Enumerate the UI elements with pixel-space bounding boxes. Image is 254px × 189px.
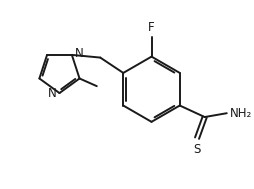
Text: F: F (148, 21, 155, 34)
Text: N: N (75, 47, 84, 60)
Text: NH₂: NH₂ (230, 107, 252, 120)
Text: S: S (193, 143, 201, 156)
Text: N: N (48, 87, 57, 100)
